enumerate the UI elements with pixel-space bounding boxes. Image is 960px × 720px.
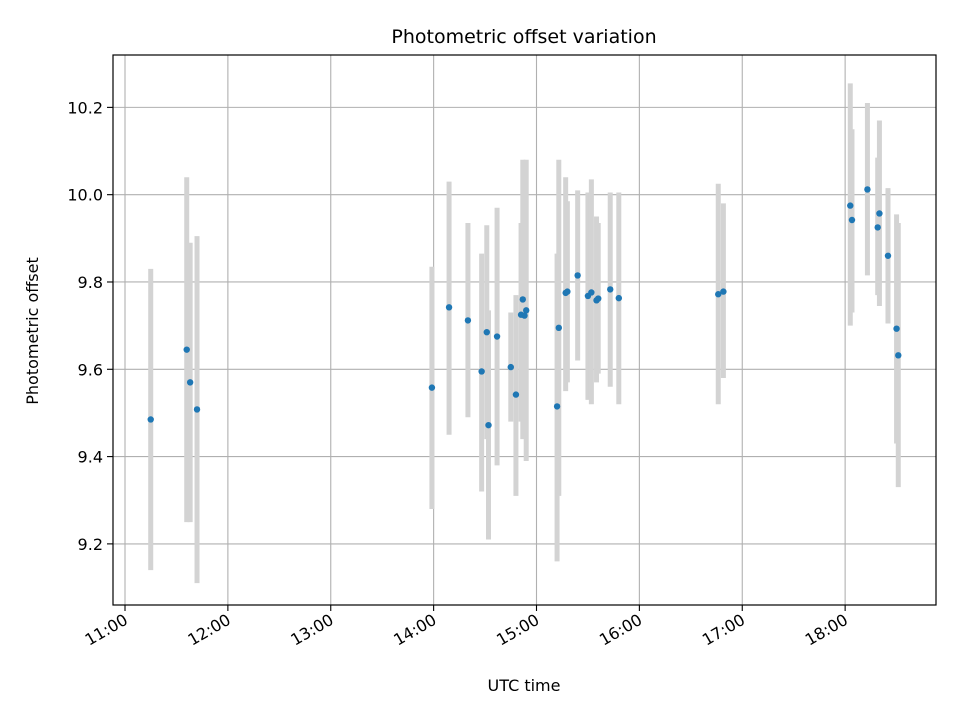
data-point	[523, 307, 530, 314]
y-tick-label: 9.4	[78, 448, 103, 467]
data-point	[848, 216, 856, 224]
data-points	[147, 186, 902, 429]
data-point	[884, 252, 892, 259]
data-point	[607, 286, 614, 293]
y-tick-label: 10.2	[67, 98, 103, 117]
data-point	[615, 294, 623, 302]
data-point	[478, 368, 485, 375]
data-point	[553, 403, 561, 410]
data-point	[893, 325, 900, 332]
data-point	[512, 391, 520, 398]
data-point	[895, 352, 902, 359]
y-tick-label: 9.2	[78, 535, 103, 554]
y-axis-ticks: 9.2 9.4 9.6 9.8 10.0 10.2	[67, 98, 113, 554]
data-point	[564, 288, 571, 295]
data-point	[595, 295, 602, 302]
data-point	[715, 291, 722, 298]
x-axis-label: UTC time	[488, 676, 561, 695]
data-point	[183, 346, 190, 353]
data-point	[555, 324, 562, 332]
data-point	[876, 210, 883, 217]
data-point	[874, 224, 881, 231]
chart-title: Photometric offset variation	[391, 26, 656, 48]
y-tick-label: 9.8	[78, 273, 103, 292]
data-point	[428, 384, 436, 391]
data-point	[519, 296, 526, 303]
data-point	[588, 289, 595, 296]
data-point	[464, 317, 472, 324]
data-point	[186, 379, 194, 386]
data-point	[521, 312, 528, 319]
data-point	[445, 304, 453, 311]
y-axis-label: Photometric offset	[23, 257, 42, 405]
data-point	[507, 363, 514, 371]
data-point	[483, 328, 490, 336]
y-tick-label: 9.6	[78, 360, 103, 379]
data-point	[720, 288, 727, 295]
plot-frame	[112, 54, 937, 606]
data-point	[485, 421, 492, 429]
data-point	[864, 186, 871, 193]
data-point	[574, 272, 581, 279]
data-point	[147, 416, 154, 423]
data-point	[493, 333, 501, 340]
data-point	[193, 406, 201, 413]
data-point	[847, 202, 854, 209]
y-tick-label: 10.0	[67, 186, 103, 205]
